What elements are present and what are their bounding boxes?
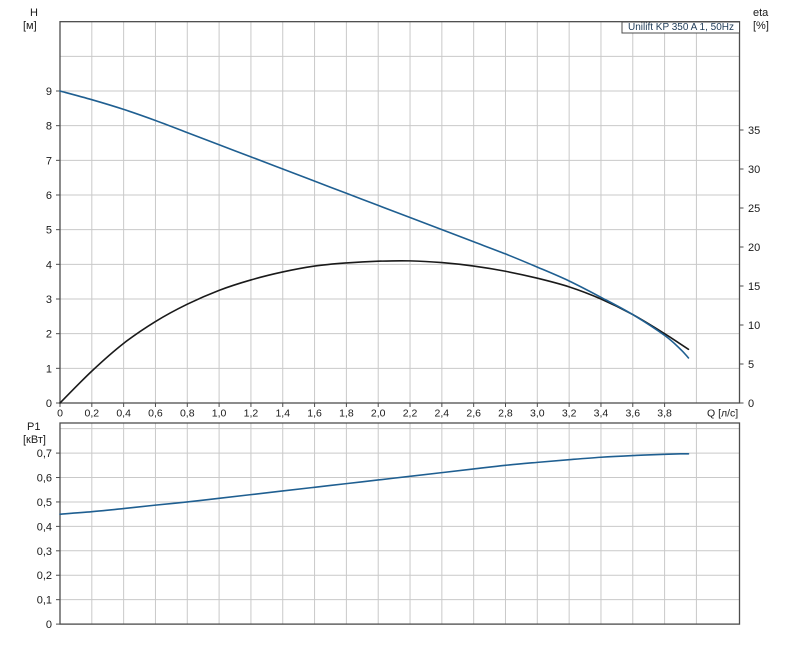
svg-text:30: 30 bbox=[748, 164, 760, 176]
svg-text:1,0: 1,0 bbox=[212, 408, 227, 420]
svg-text:P1: P1 bbox=[27, 421, 40, 433]
svg-text:7: 7 bbox=[46, 155, 52, 167]
svg-text:0,8: 0,8 bbox=[180, 408, 195, 420]
svg-text:0,6: 0,6 bbox=[37, 473, 52, 485]
svg-text:25: 25 bbox=[748, 203, 760, 215]
svg-text:3: 3 bbox=[46, 294, 52, 306]
svg-text:1,4: 1,4 bbox=[275, 408, 290, 420]
svg-text:9: 9 bbox=[46, 86, 52, 98]
svg-text:35: 35 bbox=[748, 125, 760, 137]
svg-text:0,3: 0,3 bbox=[37, 546, 52, 558]
svg-text:3,2: 3,2 bbox=[562, 408, 577, 420]
svg-text:8: 8 bbox=[46, 121, 52, 133]
svg-text:3,0: 3,0 bbox=[530, 408, 545, 420]
svg-text:0,4: 0,4 bbox=[37, 521, 52, 533]
svg-text:4: 4 bbox=[46, 259, 52, 271]
svg-text:2,8: 2,8 bbox=[498, 408, 513, 420]
svg-text:[м]: [м] bbox=[23, 20, 37, 32]
svg-text:1,8: 1,8 bbox=[339, 408, 354, 420]
svg-text:H: H bbox=[30, 7, 38, 19]
svg-text:2: 2 bbox=[46, 329, 52, 341]
svg-text:eta: eta bbox=[753, 7, 769, 19]
svg-text:20: 20 bbox=[748, 242, 760, 254]
svg-text:0,2: 0,2 bbox=[85, 408, 100, 420]
svg-text:5: 5 bbox=[748, 359, 754, 371]
svg-text:0,6: 0,6 bbox=[148, 408, 163, 420]
svg-text:0,2: 0,2 bbox=[37, 570, 52, 582]
svg-text:0,1: 0,1 bbox=[37, 595, 52, 607]
svg-text:[%]: [%] bbox=[753, 20, 769, 32]
svg-text:0,7: 0,7 bbox=[37, 448, 52, 460]
svg-text:Unilift KP 350 A 1, 50Hz: Unilift KP 350 A 1, 50Hz bbox=[628, 22, 734, 33]
svg-text:Q [л/с]: Q [л/с] bbox=[707, 408, 738, 420]
svg-text:0: 0 bbox=[46, 398, 52, 410]
svg-text:0,4: 0,4 bbox=[116, 408, 131, 420]
svg-text:2,4: 2,4 bbox=[435, 408, 450, 420]
svg-text:3,6: 3,6 bbox=[625, 408, 640, 420]
svg-text:3,4: 3,4 bbox=[594, 408, 609, 420]
svg-text:2,2: 2,2 bbox=[403, 408, 418, 420]
svg-text:[кВт]: [кВт] bbox=[23, 434, 46, 446]
svg-text:0: 0 bbox=[748, 398, 754, 410]
svg-text:6: 6 bbox=[46, 190, 52, 202]
svg-text:5: 5 bbox=[46, 225, 52, 237]
svg-text:15: 15 bbox=[748, 281, 760, 293]
svg-text:2,0: 2,0 bbox=[371, 408, 386, 420]
svg-text:1: 1 bbox=[46, 363, 52, 375]
svg-text:1,2: 1,2 bbox=[244, 408, 259, 420]
svg-text:0: 0 bbox=[57, 408, 63, 420]
svg-text:0,5: 0,5 bbox=[37, 497, 52, 509]
svg-text:3,8: 3,8 bbox=[657, 408, 672, 420]
svg-text:10: 10 bbox=[748, 320, 760, 332]
svg-text:2,6: 2,6 bbox=[466, 408, 481, 420]
svg-text:1,6: 1,6 bbox=[307, 408, 322, 420]
svg-text:0: 0 bbox=[46, 619, 52, 631]
